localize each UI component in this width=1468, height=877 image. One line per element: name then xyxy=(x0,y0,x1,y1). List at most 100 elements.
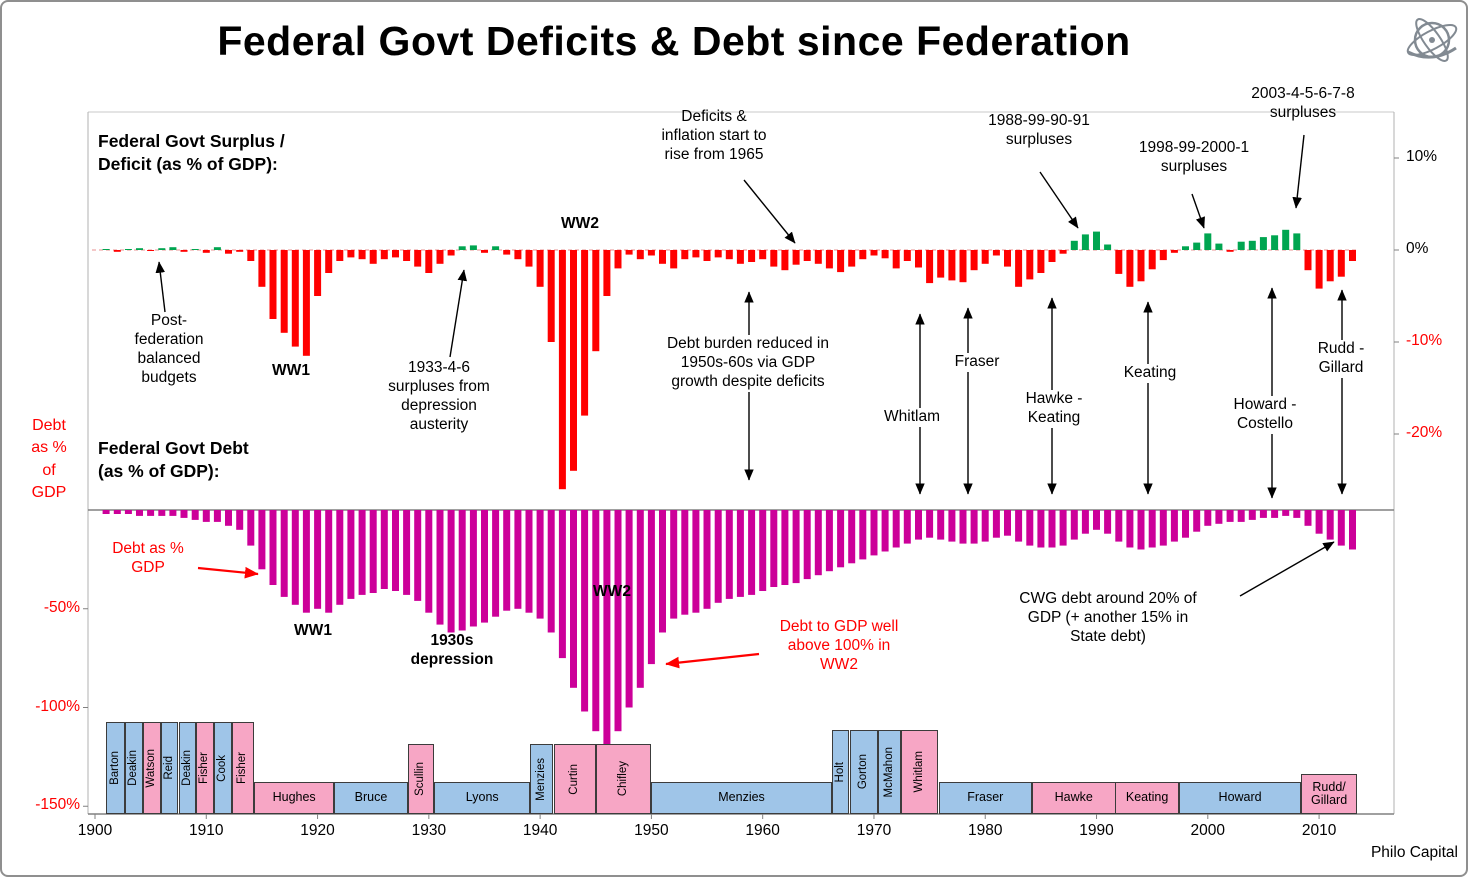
deficit-bar xyxy=(380,250,388,260)
deficit-bar xyxy=(1048,250,1056,262)
pm-box-menzies: Menzies xyxy=(651,782,832,814)
pm-label: Bruce xyxy=(354,790,388,805)
debt-bar xyxy=(803,510,811,580)
debt-bar xyxy=(525,510,533,613)
deficit-bar xyxy=(1126,250,1134,287)
debt-bar xyxy=(748,510,756,595)
pm-box-gorton: Gorton xyxy=(849,730,879,814)
deficit-bar xyxy=(225,250,232,254)
annotation-howard-costello-era: Howard - Costello xyxy=(1230,396,1300,434)
debt-bar xyxy=(692,510,700,613)
deficit-bar xyxy=(892,250,900,269)
deficit-bar xyxy=(347,250,355,258)
debt-bar xyxy=(492,510,500,617)
deficit-bar xyxy=(536,250,544,287)
debt-bar xyxy=(314,510,322,609)
deficit-bar xyxy=(514,250,522,260)
annotation-ww1-bottom: WW1 xyxy=(294,622,332,639)
debt-bar xyxy=(581,510,589,712)
deficit-bar xyxy=(837,250,845,273)
deficit-bar xyxy=(603,250,611,296)
annotation-ww2-bottom: WW2 xyxy=(593,583,631,600)
surplus-bar xyxy=(1248,240,1256,250)
debt-bar xyxy=(714,510,722,603)
debt-bar xyxy=(1204,510,1212,526)
debt-bar xyxy=(225,510,232,526)
pm-label: Lyons xyxy=(465,790,499,805)
debt-bar xyxy=(992,510,1000,538)
deficit-bar xyxy=(848,250,856,267)
surplus-bar xyxy=(158,248,166,250)
debt-bar xyxy=(837,510,845,568)
deficit-bar xyxy=(503,250,511,255)
deficit-bar xyxy=(1337,250,1345,277)
deficit-bar xyxy=(1148,250,1156,270)
pm-box-howard: Howard xyxy=(1178,782,1302,814)
debt-bar xyxy=(892,510,900,548)
surplus-bar xyxy=(1182,246,1189,250)
debt-bar xyxy=(603,510,611,747)
debt-bar xyxy=(1337,510,1345,546)
debt-bar xyxy=(1304,510,1312,526)
deficit-bar xyxy=(414,250,422,267)
debt-bar xyxy=(1104,510,1112,534)
deficit-bar xyxy=(903,250,911,261)
debt-bar xyxy=(369,510,377,593)
deficit-bar xyxy=(803,250,811,261)
x-axis-label: 1920 xyxy=(300,822,335,839)
x-axis-label: 1900 xyxy=(77,822,113,839)
debt-bar xyxy=(392,510,399,591)
pm-box-menzies: Menzies xyxy=(530,744,554,814)
pm-box-fisher: Fisher xyxy=(196,722,215,814)
x-axis-label: 1950 xyxy=(634,822,669,839)
debt-bar xyxy=(558,510,566,659)
debt-bar xyxy=(1315,510,1323,534)
deficit-bar xyxy=(1115,250,1123,274)
deficit-bar xyxy=(970,250,978,271)
surplus-bar xyxy=(492,246,500,250)
deficit-bar xyxy=(302,250,310,356)
deficit-bar xyxy=(959,250,967,283)
deficit-bar xyxy=(481,250,488,253)
debt-bar xyxy=(358,510,366,595)
debt-bar xyxy=(647,510,655,665)
annotation-deficits-1965: Deficits & inflation start to rise from … xyxy=(661,108,767,163)
debt-bar xyxy=(736,510,744,597)
debt-bar xyxy=(681,510,689,615)
debt-bar xyxy=(547,510,555,633)
surplus-bar xyxy=(102,249,110,250)
debt-bar xyxy=(859,510,867,560)
debt-bar xyxy=(1248,510,1256,520)
annotation-arrow xyxy=(1292,134,1305,209)
annotation-arrow xyxy=(449,269,468,358)
deficit-bar xyxy=(859,250,867,260)
right-axis-label: -20% xyxy=(1406,424,1443,441)
philo-capital-logo-icon xyxy=(1406,18,1458,62)
right-axis-label: 0% xyxy=(1406,240,1429,257)
deficit-bar xyxy=(948,250,956,281)
debt-bar xyxy=(1293,510,1301,518)
annotation-rudd-gillard-era: Rudd - Gillard xyxy=(1314,340,1368,378)
pm-box-deakin: Deakin xyxy=(178,722,197,814)
deficit-bar xyxy=(113,250,121,252)
debt-bar xyxy=(147,510,155,516)
pm-box-curtin: Curtin xyxy=(553,744,596,814)
debt-bar xyxy=(781,510,789,585)
deficit-bar xyxy=(392,250,399,258)
debt-bar xyxy=(291,510,299,605)
annotation-arrow xyxy=(1039,171,1079,229)
deficit-bar xyxy=(881,250,889,259)
pm-box-fisher: Fisher xyxy=(231,722,255,814)
debt-bar xyxy=(1093,510,1100,530)
annotation-1988-surpluses: 1988-99-90-91 surpluses xyxy=(988,112,1090,148)
surplus-bar xyxy=(1104,244,1112,250)
red-annotation-arrow xyxy=(665,652,760,669)
deficit-bar xyxy=(725,250,733,260)
deficit-bar xyxy=(1059,250,1067,254)
deficit-bar xyxy=(425,250,433,273)
debt-bar xyxy=(191,510,199,520)
left-axis-label: -50% xyxy=(43,598,80,616)
pm-box-watson: Watson xyxy=(142,722,161,814)
